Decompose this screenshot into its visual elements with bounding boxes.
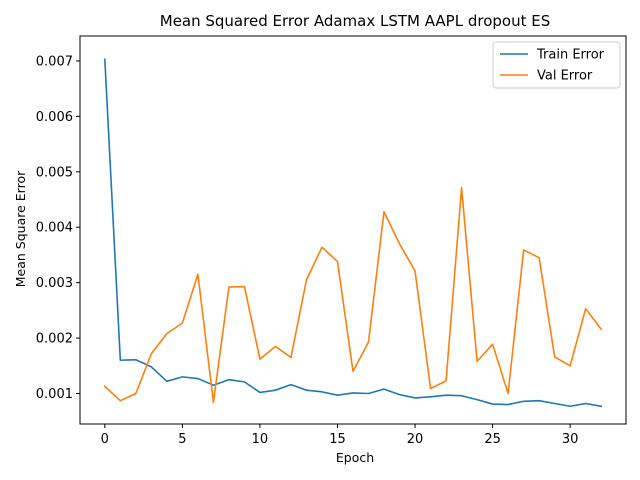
legend-label: Val Error (537, 69, 593, 84)
plot-area (79, 35, 627, 425)
legend-label: Train Error (536, 48, 605, 63)
y-tick-label: 0.003 (36, 276, 73, 291)
y-tick-label: 0.007 (36, 54, 73, 69)
x-tick-label: 30 (562, 432, 579, 447)
series-layer (103, 58, 603, 408)
x-tick-label: 10 (252, 432, 269, 447)
x-tick-label: 20 (407, 432, 424, 447)
y-tick-label: 0.002 (36, 332, 73, 347)
series-line-train-error (103, 58, 603, 408)
x-tick-label: 15 (329, 432, 346, 447)
x-axis: 0 5 10 15 20 25 30 (101, 424, 579, 447)
x-tick-label: 0 (101, 432, 109, 447)
y-axis: 0.001 0.002 0.003 0.004 0.005 0.006 0.007 (36, 54, 80, 402)
x-tick-label: 25 (484, 432, 501, 447)
y-axis-label: Mean Square Error (13, 170, 28, 287)
y-tick-label: 0.005 (36, 165, 73, 180)
y-tick-label: 0.004 (36, 221, 73, 236)
y-tick-label: 0.001 (36, 387, 73, 402)
series-line-val-error (103, 187, 603, 404)
x-axis-label: Epoch (336, 450, 374, 465)
x-tick-label: 5 (178, 432, 186, 447)
chart-title: Mean Squared Error Adamax LSTM AAPL drop… (160, 12, 550, 30)
y-tick-label: 0.006 (36, 110, 73, 125)
plot-frame (79, 35, 627, 425)
legend: Train Error Val Error (492, 41, 621, 89)
